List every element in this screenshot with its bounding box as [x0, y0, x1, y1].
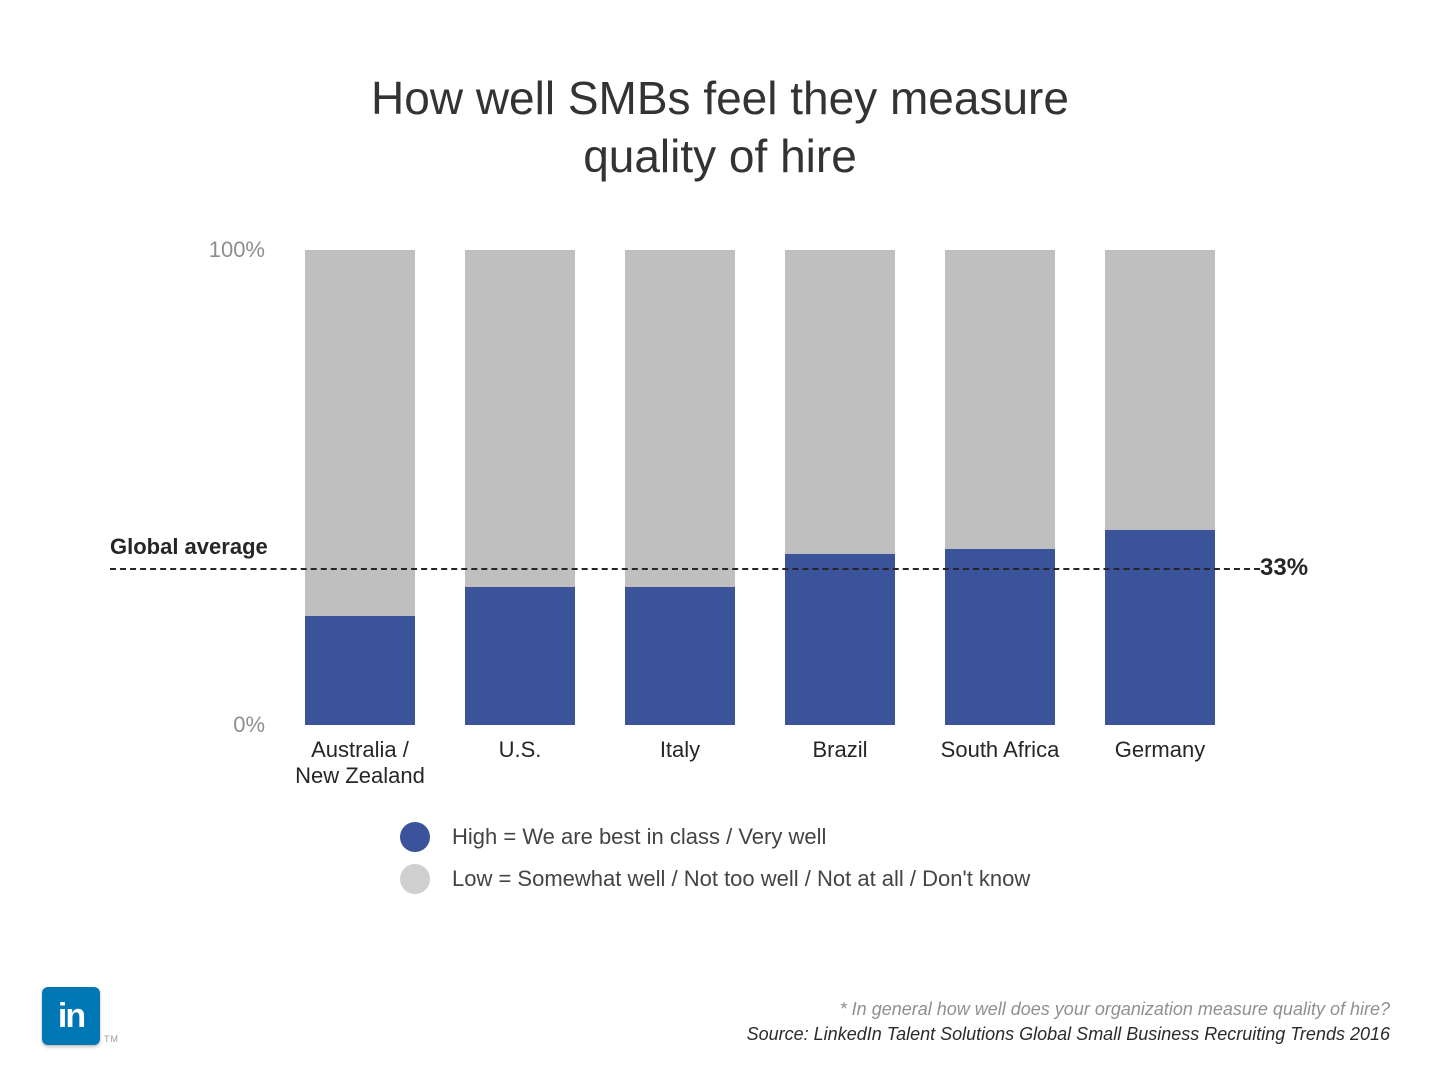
bar: [1105, 250, 1215, 725]
bar-segment-high: [465, 587, 575, 725]
bar-slot: U.S.: [440, 250, 600, 725]
bar-slot: Germany: [1080, 250, 1240, 725]
bar: [465, 250, 575, 725]
bar-segment-low: [1105, 250, 1215, 530]
bar-segment-low: [465, 250, 575, 587]
legend-swatch-icon: [400, 864, 430, 894]
y-tick-100: 100%: [209, 237, 280, 263]
bar-slot: Italy: [600, 250, 760, 725]
bar-slot: Brazil: [760, 250, 920, 725]
bar-segment-low: [945, 250, 1055, 549]
legend-text: Low = Somewhat well / Not too well / Not…: [452, 866, 1030, 892]
y-tick-0: 0%: [233, 712, 280, 738]
bar-segment-high: [785, 554, 895, 725]
linkedin-logo-icon: in: [42, 987, 100, 1045]
x-axis-label: U.S.: [435, 737, 605, 763]
legend-text: High = We are best in class / Very well: [452, 824, 826, 850]
legend: High = We are best in class / Very well L…: [400, 822, 1030, 906]
footnote: * In general how well does your organiza…: [747, 999, 1390, 1020]
linkedin-logo-text: in: [58, 997, 84, 1036]
chart-title: How well SMBs feel they measurequality o…: [0, 70, 1440, 185]
trademark-label: TM: [104, 1034, 119, 1044]
legend-swatch-icon: [400, 822, 430, 852]
legend-item: High = We are best in class / Very well: [400, 822, 1030, 852]
x-axis-label: South Africa: [915, 737, 1085, 763]
bar: [625, 250, 735, 725]
bar-segment-low: [625, 250, 735, 587]
legend-item: Low = Somewhat well / Not too well / Not…: [400, 864, 1030, 894]
bar: [945, 250, 1055, 725]
bar: [305, 250, 415, 725]
x-axis-label: Brazil: [755, 737, 925, 763]
bar-slot: South Africa: [920, 250, 1080, 725]
bar-segment-high: [625, 587, 735, 725]
x-axis-label: Italy: [595, 737, 765, 763]
bars-container: Australia /New ZealandU.S.ItalyBrazilSou…: [280, 250, 1240, 725]
bar-segment-high: [1105, 530, 1215, 725]
x-axis-label: Australia /New Zealand: [275, 737, 445, 790]
bar-segment-high: [305, 616, 415, 725]
bar-segment-low: [305, 250, 415, 616]
bar: [785, 250, 895, 725]
source-line: Source: LinkedIn Talent Solutions Global…: [747, 1024, 1390, 1045]
bar-slot: Australia /New Zealand: [280, 250, 440, 725]
x-axis-label: Germany: [1075, 737, 1245, 763]
bar-chart: 100% 0% Australia /New ZealandU.S.ItalyB…: [280, 250, 1240, 725]
bar-segment-high: [945, 549, 1055, 725]
global-average-label: Global average: [110, 534, 268, 560]
plot-area: 100% 0% Australia /New ZealandU.S.ItalyB…: [280, 250, 1240, 725]
footer: * In general how well does your organiza…: [747, 999, 1390, 1045]
global-average-value: 33%: [1260, 554, 1308, 582]
global-average-line: [110, 568, 1260, 570]
bar-segment-low: [785, 250, 895, 554]
